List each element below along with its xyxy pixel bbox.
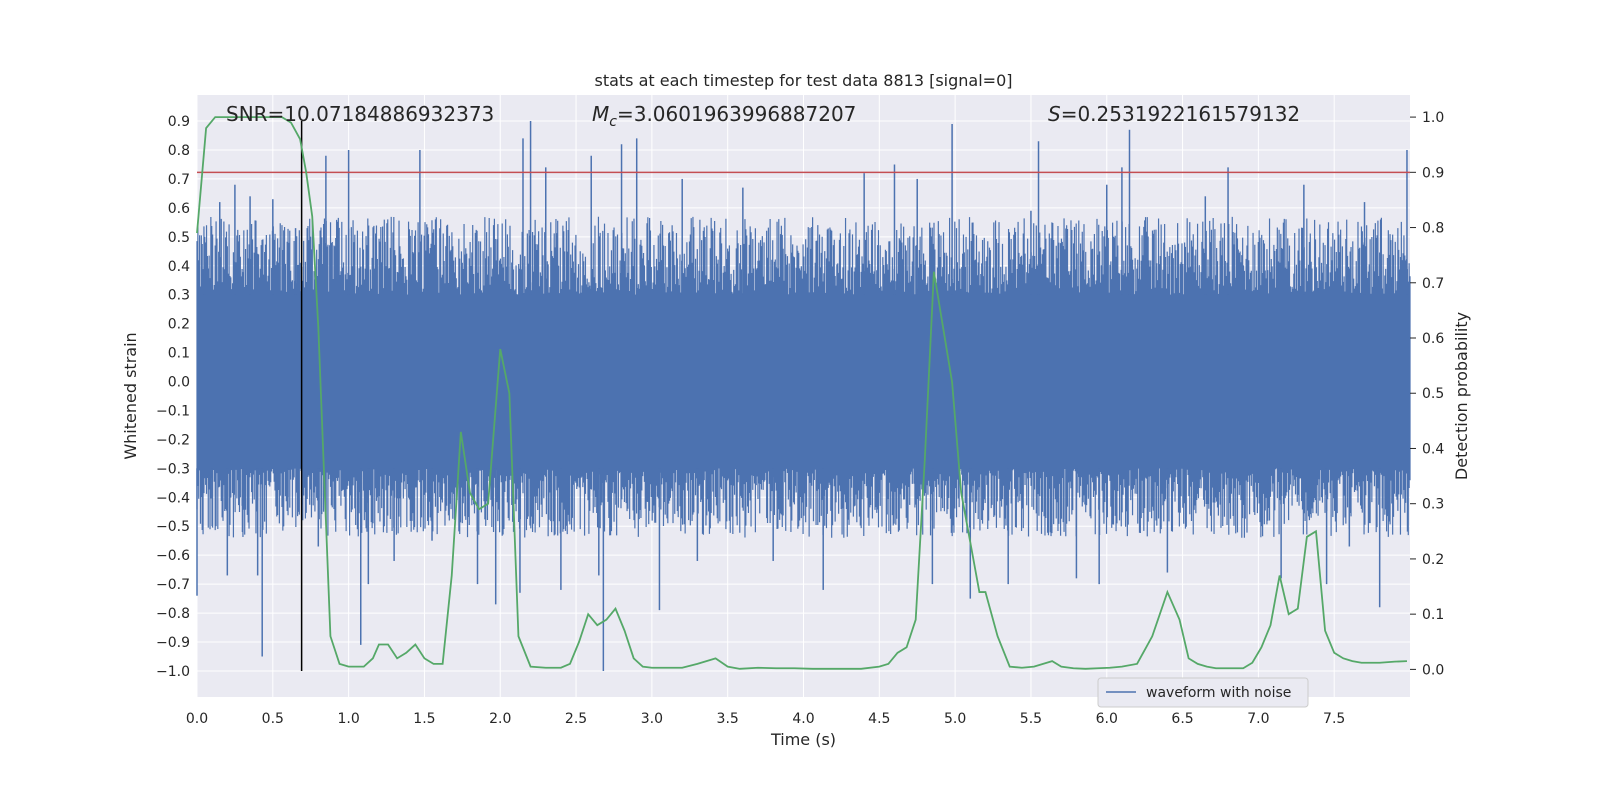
s-annotation: S=0.2531922161579132: [1048, 102, 1300, 126]
y-left-tick-label: 0.0: [168, 375, 190, 391]
y-left-tick-label: 0.4: [168, 259, 190, 275]
y-left-tick-label: −0.8: [156, 606, 190, 622]
x-tick-label: 5.5: [1020, 711, 1042, 727]
y-right-tick-label: 0.4: [1422, 441, 1444, 457]
y-left-tick-label: 0.1: [168, 346, 190, 362]
y-left-axis-label: Whitened strain: [121, 332, 140, 459]
legend-entry-waveform: waveform with noise: [1146, 685, 1291, 701]
y-left-tick-label: −0.6: [156, 548, 190, 564]
y-right-axis-label: Detection probability: [1452, 312, 1471, 480]
s-symbol: S: [1048, 102, 1061, 126]
x-tick-label: 3.0: [641, 711, 663, 727]
x-tick-label: 5.0: [944, 711, 966, 727]
x-tick-label: 0.0: [186, 711, 208, 727]
x-tick-label: 2.5: [565, 711, 587, 727]
snr-annotation: SNR=10.07184886932373: [226, 102, 494, 126]
mc-subscript: c: [609, 114, 617, 130]
y-left-tick-label: 0.7: [168, 172, 190, 188]
y-left-tick-label: −0.9: [156, 635, 190, 651]
mc-value: =3.0601963996887207: [617, 102, 856, 126]
mc-symbol: M: [592, 102, 609, 126]
y-right-tick-label: 0.1: [1422, 607, 1444, 623]
waveform-series: [196, 121, 1411, 671]
y-left-tick-label: −0.1: [156, 403, 190, 419]
legend-box: [1097, 677, 1309, 708]
y-left-tick-label: −0.7: [156, 577, 190, 593]
x-axis-ticks: 0.0 0.5 1.0 1.5 2.0 2.5 3.0 3.5 4.0 4.5 5.0 5.5 6.0 6…: [186, 711, 1345, 727]
probability-series: [196, 116, 1408, 670]
y-left-tick-label: 0.5: [168, 230, 190, 246]
y-left-tick-label: −0.3: [156, 461, 190, 477]
x-tick-label: 0.5: [262, 711, 284, 727]
y-right-tick-label: 0.7: [1422, 276, 1444, 292]
waveform-core: [197, 294, 1410, 469]
y-right-tick-label: 0.8: [1422, 221, 1444, 237]
x-tick-label: 2.0: [489, 711, 511, 727]
probability-line: [196, 116, 1408, 670]
y-right-axis-ticks: 1.0 0.9 0.8 0.7 0.6 0.5 0.4 0.3 0.2 0.1 0.0: [1410, 110, 1444, 678]
overlays: [197, 121, 1410, 671]
x-tick-label: 6.5: [1171, 711, 1193, 727]
y-left-tick-label: 0.6: [168, 201, 190, 217]
y-right-tick-label: 0.3: [1422, 497, 1444, 513]
y-left-tick-label: 0.8: [168, 143, 190, 159]
y-left-tick-label: 0.3: [168, 288, 190, 304]
y-right-tick-label: 1.0: [1422, 110, 1444, 126]
legend: waveform with noise: [1097, 677, 1309, 708]
x-tick-label: 7.0: [1247, 711, 1269, 727]
x-tick-label: 1.5: [413, 711, 435, 727]
y-right-tick-label: 0.5: [1422, 386, 1444, 402]
y-left-tick-label: −0.5: [156, 519, 190, 535]
x-tick-label: 6.0: [1096, 711, 1118, 727]
s-value: =0.2531922161579132: [1061, 102, 1300, 126]
x-tick-label: 4.0: [792, 711, 814, 727]
y-right-tick-label: 0.9: [1422, 165, 1444, 181]
y-left-tick-label: −0.2: [156, 432, 190, 448]
x-tick-label: 3.5: [717, 711, 739, 727]
y-right-tick-label: 0.0: [1422, 662, 1444, 678]
x-tick-label: 1.0: [337, 711, 359, 727]
y-left-tick-label: −1.0: [156, 664, 190, 680]
x-tick-label: 7.5: [1323, 711, 1345, 727]
y-right-tick-label: 0.6: [1422, 331, 1444, 347]
mc-annotation: Mc=3.0601963996887207: [592, 102, 856, 130]
x-axis-label: Time (s): [770, 730, 836, 749]
y-left-tick-label: −0.4: [156, 490, 190, 506]
x-tick-label: 4.5: [868, 711, 890, 727]
y-left-axis-ticks: 0.9 0.8 0.7 0.6 0.5 0.4 0.3 0.2 0.1 0.0 −0.1 −0.2 −0…: [156, 114, 190, 680]
y-right-tick-label: 0.2: [1422, 552, 1444, 568]
y-left-tick-label: 0.9: [168, 114, 190, 130]
chart-title: stats at each timestep for test data 881…: [594, 71, 1012, 90]
y-left-tick-label: 0.2: [168, 317, 190, 333]
